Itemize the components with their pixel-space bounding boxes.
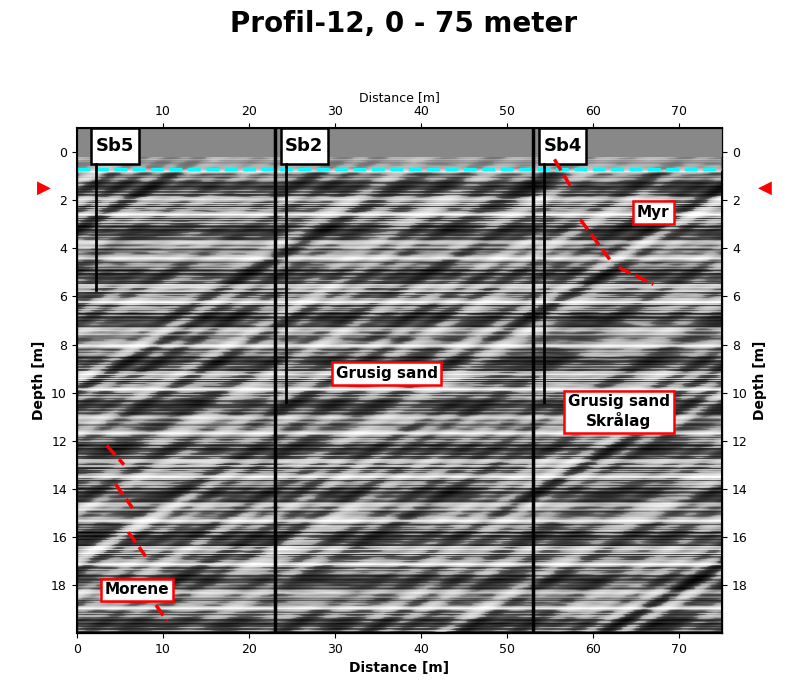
Text: Morene: Morene [105,583,169,597]
Text: ▶: ▶ [37,179,52,197]
Text: Myr: Myr [637,205,670,220]
FancyBboxPatch shape [281,128,328,164]
Text: ◀: ◀ [758,179,772,197]
FancyBboxPatch shape [539,128,586,164]
Text: Sb4: Sb4 [543,137,582,155]
Text: Profil-12, 0 - 75 meter: Profil-12, 0 - 75 meter [230,10,577,38]
FancyBboxPatch shape [91,128,139,164]
Bar [77,128,722,157]
Y-axis label: Depth [m]: Depth [m] [31,341,45,420]
X-axis label: Distance [m]: Distance [m] [359,91,440,104]
Bar [77,157,722,172]
Y-axis label: Depth [m]: Depth [m] [754,341,767,420]
Text: Sb5: Sb5 [96,137,134,155]
X-axis label: Distance [m]: Distance [m] [349,662,449,675]
Text: Grusig sand: Grusig sand [336,366,437,381]
Text: Grusig sand
Skrålag: Grusig sand Skrålag [568,394,670,429]
Text: Sb2: Sb2 [285,137,324,155]
